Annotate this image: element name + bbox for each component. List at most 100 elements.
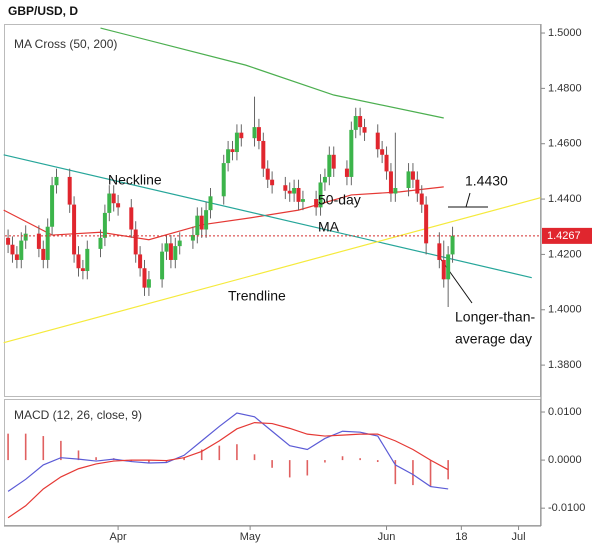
candle-body bbox=[116, 203, 121, 208]
candle-body bbox=[138, 254, 143, 269]
candle-body bbox=[287, 190, 292, 194]
candle-body bbox=[388, 171, 393, 194]
histogram-bar bbox=[288, 460, 291, 478]
histogram-bar bbox=[394, 460, 397, 485]
candle-body bbox=[45, 226, 50, 260]
candle-body bbox=[50, 185, 55, 227]
y-tick-label: 1.3800 bbox=[548, 359, 582, 371]
candle-body bbox=[76, 254, 81, 269]
candle-body bbox=[36, 233, 41, 249]
candle-body bbox=[23, 233, 28, 241]
candle-body bbox=[177, 240, 182, 247]
histogram-bar bbox=[341, 456, 344, 461]
candle-body bbox=[296, 187, 301, 202]
candle-body bbox=[406, 171, 411, 188]
macd-line bbox=[7, 412, 449, 492]
histogram-bar bbox=[200, 449, 203, 461]
candle-body bbox=[164, 243, 169, 252]
candle-body bbox=[256, 127, 261, 141]
candle-body bbox=[195, 215, 200, 236]
candle-body bbox=[129, 207, 134, 230]
candle-body bbox=[384, 154, 389, 172]
candle-body bbox=[283, 185, 288, 191]
candle-body bbox=[441, 259, 446, 280]
histogram-bar bbox=[42, 436, 45, 461]
candle-body bbox=[252, 127, 257, 139]
annotation: Neckline bbox=[108, 172, 162, 188]
candle-body bbox=[204, 210, 209, 230]
candle-body bbox=[270, 179, 275, 186]
pointer-line bbox=[465, 192, 471, 208]
y-tick-label: 1.4800 bbox=[548, 82, 582, 94]
candle-body bbox=[54, 176, 59, 186]
y-tick-label: 1.4000 bbox=[548, 304, 582, 316]
candle-body bbox=[424, 204, 429, 244]
candle-body bbox=[230, 149, 235, 153]
candle-body bbox=[358, 116, 363, 128]
candle-body bbox=[300, 199, 305, 202]
candle-body bbox=[446, 254, 451, 280]
candle-body bbox=[14, 254, 19, 260]
annotation: Longer-than- bbox=[455, 309, 536, 325]
x-tick-label: 18 bbox=[455, 531, 467, 543]
candle-body bbox=[380, 149, 385, 155]
y-tick-label: 0.0000 bbox=[548, 454, 582, 466]
candle-body bbox=[6, 237, 11, 245]
last-price-label: 1.4267 bbox=[547, 230, 581, 242]
macd-line bbox=[7, 421, 449, 519]
histogram-bar bbox=[77, 450, 80, 461]
candle-body bbox=[292, 187, 297, 194]
candle-body bbox=[318, 182, 323, 208]
candle-body bbox=[146, 279, 151, 288]
candle-body bbox=[72, 204, 77, 255]
candle-body bbox=[331, 154, 336, 169]
histogram-bar bbox=[130, 460, 133, 462]
histogram-bar bbox=[271, 460, 273, 468]
histogram-bar bbox=[324, 460, 326, 463]
histogram-bar bbox=[412, 460, 414, 486]
candle-body bbox=[41, 248, 46, 260]
x-tick-label: May bbox=[240, 531, 261, 543]
candle-body bbox=[437, 243, 442, 260]
candle-body bbox=[353, 116, 358, 130]
candle-body bbox=[344, 168, 349, 177]
candle-body bbox=[419, 193, 424, 205]
price-panel-title: MA Cross (50, 200) bbox=[14, 37, 117, 51]
candle-body bbox=[190, 235, 195, 241]
histogram-bar bbox=[7, 433, 9, 461]
annotation: average day bbox=[455, 331, 532, 347]
candle-body bbox=[19, 240, 24, 260]
candle-body bbox=[234, 132, 239, 153]
candle-body bbox=[226, 149, 231, 164]
y-tick-label: 1.4200 bbox=[548, 248, 582, 260]
histogram-bar bbox=[148, 460, 150, 463]
candle-body bbox=[221, 163, 226, 197]
candle-body bbox=[314, 199, 319, 208]
ma-line bbox=[100, 27, 444, 119]
candle-body bbox=[415, 179, 420, 194]
candle-body bbox=[107, 193, 112, 213]
candle-body bbox=[393, 187, 398, 194]
candle-body bbox=[142, 268, 147, 288]
histogram-bar bbox=[218, 445, 221, 461]
candle-body bbox=[199, 215, 204, 230]
x-tick-label: Apr bbox=[110, 531, 127, 543]
page-title: GBP/USD, D bbox=[8, 4, 78, 18]
candle-body bbox=[410, 171, 415, 180]
annotation: 1.4430 bbox=[465, 173, 508, 189]
candle-body bbox=[375, 132, 380, 150]
macd-panel-title: MACD (12, 26, close, 9) bbox=[14, 408, 142, 422]
candle-body bbox=[208, 196, 213, 211]
histogram-bar bbox=[253, 454, 256, 461]
histogram-bar bbox=[95, 457, 97, 461]
candle-body bbox=[265, 168, 270, 180]
candle-body bbox=[10, 244, 15, 255]
ma-line bbox=[3, 197, 541, 344]
histogram-bar bbox=[359, 458, 361, 461]
annotation: MA bbox=[318, 219, 340, 235]
candle-body bbox=[111, 193, 116, 204]
candle-body bbox=[98, 237, 103, 249]
annotation: 50-day bbox=[318, 192, 361, 208]
